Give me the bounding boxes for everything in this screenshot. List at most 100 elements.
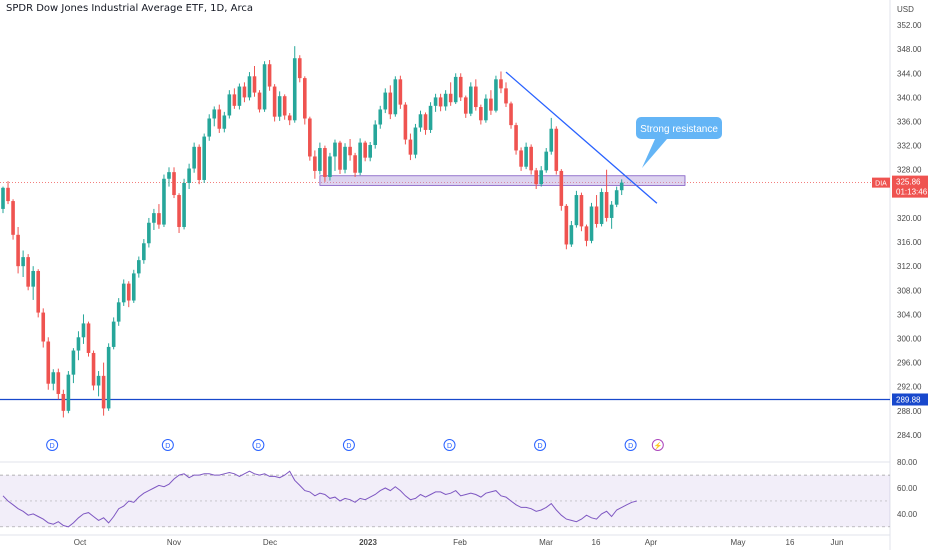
candle-body <box>116 302 121 322</box>
dividend-marker[interactable] <box>46 439 59 451</box>
candle-body <box>137 260 141 274</box>
hline-price-tag <box>892 393 928 406</box>
resistance-zone[interactable] <box>319 175 686 186</box>
candle-body <box>433 97 438 106</box>
candle-body <box>408 139 413 155</box>
callout-pointer <box>642 139 667 168</box>
candle-body <box>267 64 272 87</box>
candle-body <box>353 155 357 173</box>
price-tick-label: 288.00 <box>897 407 922 416</box>
candle-body <box>544 151 549 171</box>
event-marker[interactable] <box>651 439 664 451</box>
candle-body <box>418 114 423 128</box>
candle-body <box>514 125 518 151</box>
candle-body <box>262 64 267 110</box>
candle-body <box>207 118 212 137</box>
dividend-marker-label: D <box>256 443 261 450</box>
candle-body <box>323 148 327 177</box>
candle-body <box>448 93 453 103</box>
candle-body <box>96 375 101 386</box>
candle-body <box>303 78 307 119</box>
candle-body <box>609 204 614 218</box>
candle-body <box>297 58 302 79</box>
candle-body <box>458 76 463 98</box>
callout-text: Strong resistance <box>640 124 718 135</box>
trendline[interactable] <box>505 71 658 204</box>
countdown-value: 01:13:46 <box>896 188 928 197</box>
time-tick-label: 2023 <box>359 538 377 547</box>
candle-body <box>272 86 277 117</box>
dividend-marker-label: D <box>447 443 452 450</box>
candle-body <box>86 323 91 353</box>
candle-body <box>11 201 15 235</box>
candle-body <box>192 146 196 169</box>
candle-body <box>41 312 46 342</box>
dividend-marker[interactable] <box>443 439 456 451</box>
dividend-marker[interactable] <box>161 439 174 451</box>
candle-body <box>489 98 493 111</box>
candle-body <box>584 226 589 241</box>
price-tick-label: 316.00 <box>897 238 922 247</box>
candle-body <box>393 79 398 115</box>
candle-body <box>172 172 176 196</box>
candle-body <box>147 222 151 244</box>
candle-body <box>398 79 403 105</box>
dividend-marker[interactable] <box>624 439 637 451</box>
candle-body <box>101 375 106 409</box>
candle-body <box>21 257 25 267</box>
candle-body <box>242 86 247 98</box>
candle-body <box>162 178 166 225</box>
price-tick-label: 312.00 <box>897 262 922 271</box>
candle-body <box>504 88 508 104</box>
dividend-marker-label: D <box>346 443 351 450</box>
rsi-tick-label: 60.00 <box>897 484 918 493</box>
candle-body <box>589 206 594 241</box>
candle-body <box>619 182 624 191</box>
candle-body <box>56 372 61 394</box>
candle-body <box>81 323 86 338</box>
candle-body <box>499 79 503 89</box>
currency-label: USD <box>897 5 914 14</box>
hline-price-value: 289.88 <box>896 395 921 404</box>
price-tick-label: 344.00 <box>897 69 922 78</box>
candle-body <box>463 97 468 114</box>
price-tick-label: 284.00 <box>897 431 922 440</box>
candle-body <box>152 213 156 223</box>
candle-body <box>519 150 523 167</box>
price-tick-label: 300.00 <box>897 334 922 343</box>
candle-body <box>484 98 488 121</box>
dividend-marker[interactable] <box>342 439 355 451</box>
time-tick-label: May <box>730 538 745 547</box>
candle-body <box>428 105 433 130</box>
candle-body <box>549 128 554 152</box>
candle-body <box>559 170 564 206</box>
rsi-tick-label: 80.00 <box>897 458 918 467</box>
candle-body <box>31 270 35 287</box>
candle-body <box>313 156 317 171</box>
candle-body <box>388 92 393 115</box>
candle-body <box>187 168 191 183</box>
candle-body <box>66 374 71 411</box>
price-tick-label: 352.00 <box>897 21 922 30</box>
rsi-line[interactable] <box>2 470 637 528</box>
candle-body <box>157 213 161 225</box>
chart-title: SPDR Dow Jones Industrial Average ETF, 1… <box>6 3 253 14</box>
dividend-marker-label: D <box>165 443 170 450</box>
callout-box[interactable] <box>636 117 722 139</box>
candle-body <box>277 96 282 117</box>
dividend-marker[interactable] <box>534 439 547 451</box>
candle-body <box>383 92 388 110</box>
candle-body <box>257 92 262 110</box>
candle-body <box>474 86 478 108</box>
candle-body <box>348 146 352 156</box>
candle-body <box>438 97 443 107</box>
candle-body <box>453 76 458 103</box>
candle-body <box>222 115 227 129</box>
dividend-marker[interactable] <box>252 439 265 451</box>
candle-body <box>594 206 599 224</box>
candle-body <box>579 195 584 227</box>
candle-body <box>111 321 116 347</box>
candle-body <box>509 103 513 126</box>
time-tick-label: Feb <box>453 538 467 547</box>
